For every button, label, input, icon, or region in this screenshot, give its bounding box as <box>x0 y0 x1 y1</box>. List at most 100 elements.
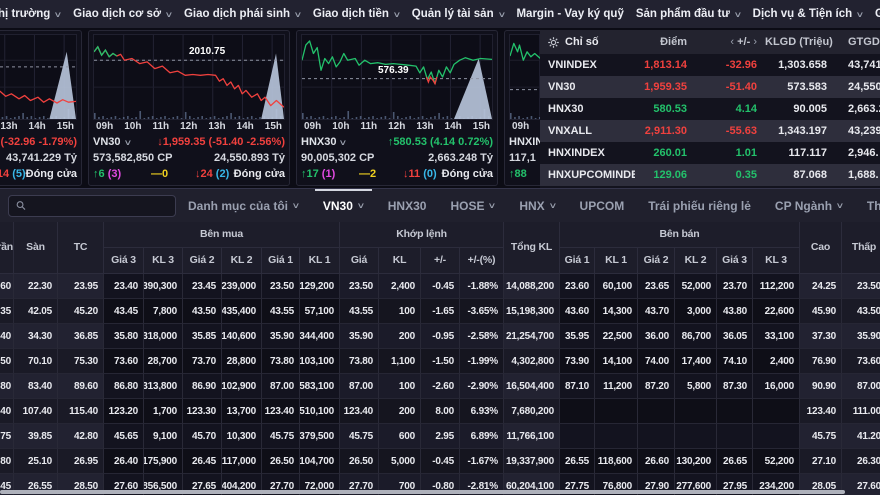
index-value-change: ↓1,959.35 (-51.40 -2.56%) <box>157 136 285 148</box>
cell-buy-1: 1,700 <box>144 399 183 424</box>
index-name[interactable]: VN30 ∨ <box>93 136 132 148</box>
nav-item-4[interactable]: Quản lý tài sản ∨ <box>412 8 506 20</box>
chevron-down-icon: ∨ <box>488 201 497 210</box>
horizontal-scrollbar[interactable] <box>0 490 845 494</box>
board-row-8[interactable]: 30.4526.5528.5027.60856,50027.65404,2002… <box>0 474 880 495</box>
nav-item-0[interactable]: Thị trường∨ <box>0 8 63 20</box>
index-chart-panel-vn30[interactable]: 2010.75 09h 10h 11h 12h 13h 14h 15h VN30 ∨ ↓1,959.… <box>88 30 290 186</box>
cell-thap: 35.90 <box>842 324 880 349</box>
tab-upcom[interactable]: UPCOM <box>580 189 625 223</box>
board-row-2[interactable]: 39.4034.3036.8535.80318,00035.85140,6003… <box>0 324 880 349</box>
col-header-match-1: KL <box>379 248 421 274</box>
x-axis-tick: 15h <box>56 121 74 132</box>
cell-cao: 90.90 <box>800 374 842 399</box>
index-row-hnxindex[interactable]: HNXINDEX 260.01 1.01 117.117 2,946. <box>540 142 880 164</box>
tab-hnx[interactable]: HNX ∨ <box>519 189 557 223</box>
x-axis-tick: 10h <box>332 121 350 132</box>
index-row-vnxall[interactable]: VNXALL 2,911.30 -55.63 1,343.197 43,239. <box>540 120 880 142</box>
panel-breadth-row: ↑88 <box>509 166 540 182</box>
next-icon[interactable]: › <box>750 36 757 48</box>
index-row-hnx30[interactable]: HNX30 580.53 4.14 90.005 2,663.248 <box>540 98 880 120</box>
cell-buy-2: 73.70 <box>183 349 222 374</box>
index-chart-panel-hnx30[interactable]: 576.39 09h 10h 11h 12h 13h 14h 15h HNX30 ∨ ↑580.53… <box>296 30 498 186</box>
tab-thỏa-thuận[interactable]: Thỏa thuận∨ <box>867 189 880 223</box>
index-row-hnxupcomindex[interactable]: HNXUPCOMINDEX 129.06 0.35 87.068 1,688. <box>540 164 880 186</box>
cell-sell-5: 234,200 <box>753 474 800 495</box>
nav-item-5[interactable]: Margin - Vay ký quỹ <box>516 8 623 20</box>
board-row-5[interactable]: 123.40107.40115.40123.201,700123.3013,70… <box>0 399 880 424</box>
cell-total: 16,504,400 <box>504 374 560 399</box>
chevron-down-icon: ∨ <box>733 9 743 19</box>
nav-item-6[interactable]: Sản phẩm đầu tư ∨ <box>636 8 743 20</box>
cell-buy-4: 45.75 <box>262 424 300 449</box>
index-row-change: -55.63 <box>725 125 757 137</box>
prev-icon[interactable]: ‹ <box>730 36 738 48</box>
tab-label: Trái phiếu riêng lẻ <box>648 198 751 213</box>
board-row-4[interactable]: 95.8083.4089.6086.80313,80086.90102,9008… <box>0 374 880 399</box>
cell-sell-4: 43.80 <box>717 299 753 324</box>
tab-cp-ngành[interactable]: CP Ngành ∨ <box>775 189 844 223</box>
board-row-3[interactable]: 80.5070.1075.3073.6028,70073.7028,80073.… <box>0 349 880 374</box>
cell-buy-3: 10,300 <box>222 424 262 449</box>
symbol-search[interactable] <box>8 194 176 217</box>
cell-buy-4: 73.80 <box>262 349 300 374</box>
x-axis-tick: 15h <box>472 121 490 132</box>
panel-title-row: VNINDEX∨↓1,813.14 (-32.96 -1.79%) <box>0 134 77 150</box>
cell-sell-2: 26.60 <box>638 449 675 474</box>
x-axis-tick: 13h <box>208 121 226 132</box>
cell-match-3: -2.58% <box>460 324 504 349</box>
cell-sell-5 <box>753 424 800 449</box>
index-row-change: 0.35 <box>735 169 757 181</box>
tab-trái-phiếu-riêng-lẻ[interactable]: Trái phiếu riêng lẻ <box>648 189 751 223</box>
board-row-6[interactable]: 45.7539.8542.8045.659,10045.7010,30045.7… <box>0 424 880 449</box>
cell-tran: 45.75 <box>0 424 14 449</box>
tab-hose[interactable]: HOSE ∨ <box>450 189 497 223</box>
index-row-vn30[interactable]: VN30 1,959.35 -51.40 573.583 24,550.893 <box>540 76 880 98</box>
cell-match-1: 100 <box>379 299 421 324</box>
cell-sell-5: 16,000 <box>753 374 800 399</box>
cell-cao: 123.40 <box>800 399 842 424</box>
search-input[interactable] <box>30 199 168 212</box>
index-name[interactable]: HNXINDEX∨ <box>509 136 540 148</box>
board-row-1[interactable]: 48.3542.0545.2043.457,80043.50435,40043.… <box>0 299 880 324</box>
cell-cao: 45.90 <box>800 299 842 324</box>
nav-item-7[interactable]: Dịch vụ & Tiện ích ∨ <box>753 8 865 20</box>
tab-label: HOSE <box>450 198 485 213</box>
cell-buy-1: 175,900 <box>144 449 183 474</box>
gear-icon[interactable] <box>548 36 559 48</box>
cell-sell-1: 60,100 <box>595 274 638 299</box>
panel-volume-row: 117,1 <box>509 150 540 166</box>
cell-tc: 42.80 <box>58 424 104 449</box>
tab-danh-mục-của-tôi[interactable]: Danh mục của tôi ∨ <box>188 189 300 223</box>
x-axis-tick: 11h <box>152 121 170 132</box>
index-chart-panel-vnindex[interactable]: 1846.109h10h11h12h13h14h15hVNINDEX∨↓1,81… <box>0 30 82 186</box>
board-row-7[interactable]: 28.8025.1026.9526.40175,90026.45117,0002… <box>0 449 880 474</box>
cell-sell-1 <box>595 399 638 424</box>
advancers-count: ↑17 (1) <box>301 168 336 180</box>
cell-buy-0: 43.45 <box>104 299 144 324</box>
cell-match-2: -0.45 <box>421 449 460 474</box>
nav-item-8[interactable]: Giao diện của tôi <box>875 8 880 20</box>
tab-hnx30[interactable]: HNX30 <box>388 189 427 223</box>
nav-item-2[interactable]: Giao dịch phái sinh ∨ <box>183 8 302 20</box>
board-row-0[interactable]: 25.6022.3023.9523.40390,30023.45239,0002… <box>0 274 880 299</box>
floor-count: (0) <box>423 168 437 180</box>
cell-sell-2: 36.00 <box>638 324 675 349</box>
cell-tc: 75.30 <box>58 349 104 374</box>
nav-item-3[interactable]: Giao dịch tiền ∨ <box>313 8 401 20</box>
cell-tran: 39.40 <box>0 324 14 349</box>
x-axis-tick: 13h <box>0 121 18 132</box>
index-row-gtgd: 1,688. <box>848 169 879 181</box>
cell-match-3: -1.67% <box>460 449 504 474</box>
index-row-vnindex[interactable]: VNINDEX 1,813.14 -32.96 1,303.658 43,741.229 <box>540 54 880 76</box>
tab-vn30[interactable]: VN30 ∨ <box>314 188 372 223</box>
cell-cao: 45.75 <box>800 424 842 449</box>
col-header-buy-3: KL 2 <box>222 248 262 274</box>
nav-item-label: Giao dịch phái sinh <box>183 8 291 20</box>
nav-item-1[interactable]: Giao dịch cơ sở ∨ <box>73 8 173 20</box>
index-name[interactable]: HNX30 ∨ <box>301 136 348 148</box>
index-row-change: -32.96 <box>725 59 757 71</box>
